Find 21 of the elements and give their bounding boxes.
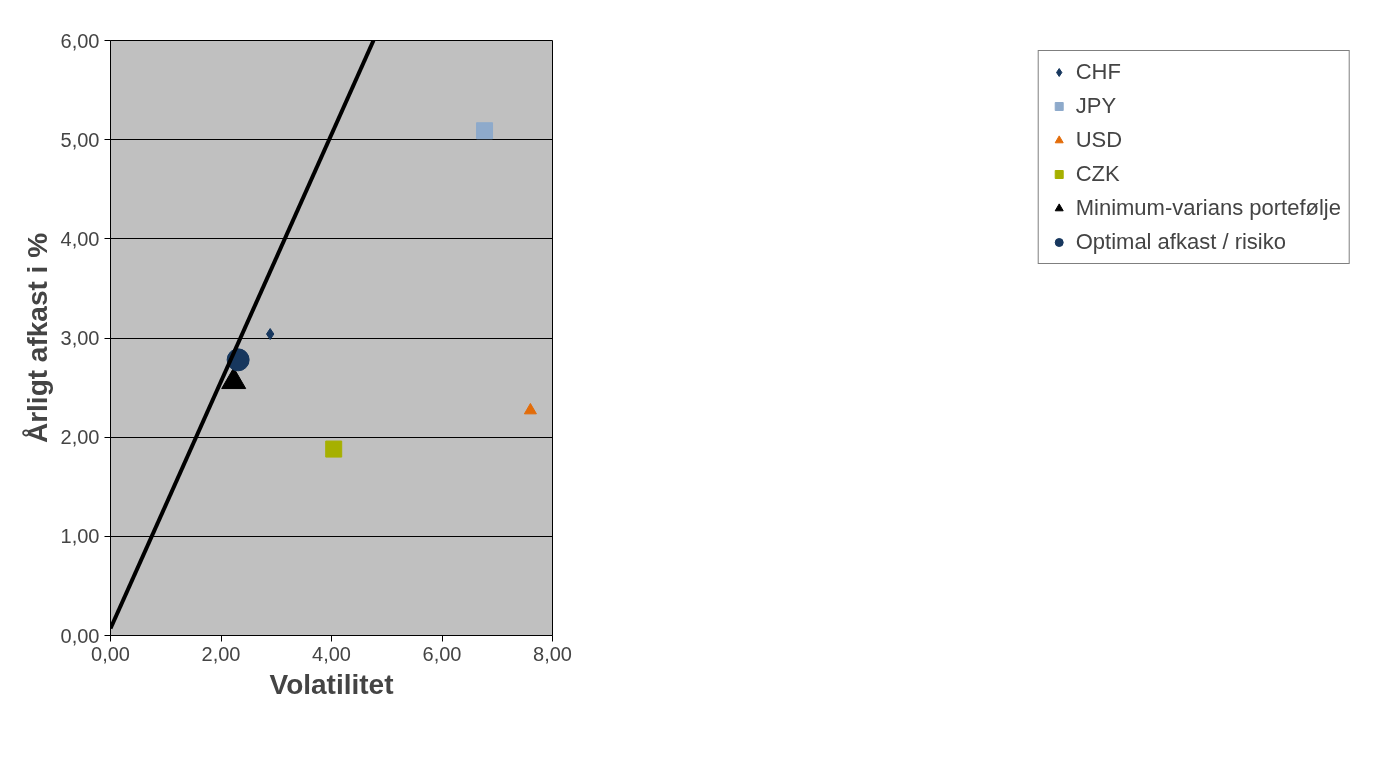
y-tick-label: 4,00	[60, 227, 100, 250]
x-tick-label: 4,00	[312, 642, 351, 665]
y-tick-label: 5,00	[60, 128, 100, 151]
x-tick-label: 2,00	[201, 642, 241, 665]
legend-label: CHF	[1075, 59, 1121, 85]
y-axis-title: Årligt afkast i %	[21, 232, 53, 444]
point	[325, 440, 343, 458]
y-tick-label: 2,00	[60, 426, 100, 449]
y-tick-label: 6,00	[60, 29, 100, 52]
legend-label: CZK	[1075, 161, 1120, 187]
y-tick-label: 3,00	[60, 327, 100, 349]
legend-label: Minimum-varians portefølje	[1075, 195, 1341, 221]
point	[523, 402, 537, 415]
legend-label: JPY	[1075, 93, 1117, 119]
legend-label: Optimal afkast / risiko	[1075, 229, 1286, 255]
legend-label: USD	[1075, 127, 1123, 153]
x-tick-label: 6,00	[422, 642, 462, 665]
x-tick-label: 8,00	[533, 642, 572, 665]
x-axis-title: Volatilitet	[269, 668, 394, 700]
y-tick-label: 1,00	[60, 525, 100, 548]
point	[476, 122, 494, 140]
